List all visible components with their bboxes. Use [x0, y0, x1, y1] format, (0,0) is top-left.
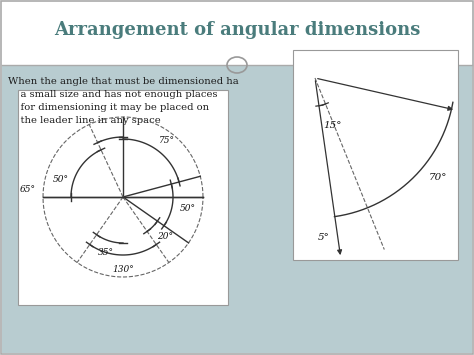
Text: Arrangement of angular dimensions: Arrangement of angular dimensions	[54, 21, 420, 39]
Text: 50°: 50°	[53, 175, 69, 184]
Bar	[2, 2, 472, 65]
Bar	[2, 65, 472, 320]
Text: 5°: 5°	[318, 233, 329, 242]
Text: 20°: 20°	[157, 232, 173, 241]
Text: 75°: 75°	[159, 136, 175, 145]
Text: 130°: 130°	[112, 264, 134, 273]
Text: a small size and has not enough places: a small size and has not enough places	[8, 90, 218, 99]
Text: When the angle that must be dimensioned ha: When the angle that must be dimensioned …	[8, 77, 239, 86]
Bar	[2, 320, 472, 353]
Text: 50°: 50°	[180, 204, 196, 213]
Text: 35°: 35°	[98, 248, 114, 257]
Text: 70°: 70°	[428, 173, 447, 182]
Text: 15°: 15°	[323, 121, 341, 131]
Bar	[293, 50, 458, 260]
Bar	[18, 90, 228, 305]
Text: the leader line in any space: the leader line in any space	[8, 116, 161, 125]
Text: 65°: 65°	[20, 185, 36, 193]
Text: for dimensioning it may be placed on: for dimensioning it may be placed on	[8, 103, 209, 112]
